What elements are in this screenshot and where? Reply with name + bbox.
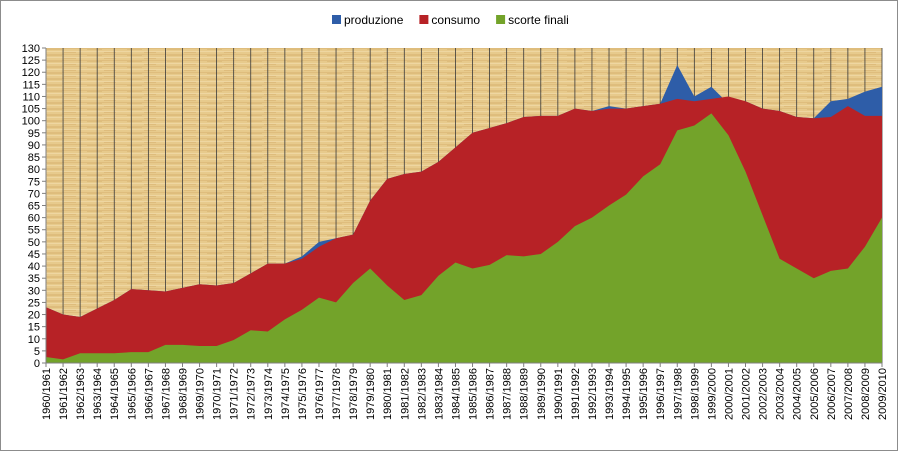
x-tick-label: 1988/1989 [519,368,531,420]
y-tick-label: 120 [22,67,40,79]
area-scorte-finali [46,113,882,363]
x-tick-label: 1977/1978 [331,368,343,420]
x-tick-label: 1979/1980 [365,368,377,420]
x-tick-label: 2006/2007 [826,368,838,420]
x-tick-label: 2009/2010 [877,368,889,420]
x-tick-label: 2004/2005 [792,368,804,420]
x-tick-label: 1975/1976 [297,368,309,420]
x-tick-label: 1981/1982 [399,368,411,420]
legend-swatch [496,15,506,24]
x-tick-label: 1989/1990 [536,368,548,420]
x-tick-label: 1972/1973 [246,368,258,420]
x-tick-label: 1993/1994 [604,368,616,420]
x-tick-label: 1962/1963 [75,368,87,420]
y-tick-label: 95 [28,128,40,140]
x-tick-label: 1990/1991 [553,368,565,420]
x-tick-label: 1992/1993 [587,368,599,420]
x-tick-label: 1984/1985 [450,368,462,420]
x-tick-label: 2001/2002 [741,368,753,420]
y-tick-label: 50 [28,237,40,249]
x-tick-label: 2007/2008 [843,368,855,420]
y-tick-label: 110 [22,91,40,103]
x-tick-label: 1971/1972 [229,368,241,420]
y-tick-label: 60 [28,213,40,225]
legend-label: produzione [344,13,404,27]
x-tick-label: 1997/1998 [672,368,684,420]
x-tick-label: 1980/1981 [382,368,394,420]
x-tick-label: 1985/1986 [468,368,480,420]
x-tick-label: 1987/1988 [502,368,514,420]
x-tick-label: 1961/1962 [58,368,70,420]
x-tick-label: 1973/1974 [263,368,275,420]
y-tick-label: 20 [28,310,40,322]
x-tick-label: 1968/1969 [177,368,189,420]
x-tick-label: 1999/2000 [706,368,718,420]
legend-label: consumo [431,13,480,27]
x-tick-label: 2005/2006 [809,368,821,420]
y-tick-label: 90 [28,140,40,152]
legend: produzione consumo scorte finali [332,13,569,27]
x-tick-label: 1963/1964 [92,368,104,420]
y-tick-label: 75 [28,176,40,188]
y-tick-label: 65 [28,201,40,213]
plot-area: 0510152025303540455055606570758085909510… [22,43,889,420]
x-tick-label: 1967/1968 [160,368,172,420]
y-tick-label: 25 [28,297,40,309]
x-tick-label: 2002/2003 [758,368,770,420]
x-tick-label: 1969/1970 [195,368,207,420]
x-tick-label: 1983/1984 [433,368,445,420]
y-tick-label: 85 [28,152,40,164]
y-tick-label: 45 [28,249,40,261]
y-tick-label: 15 [28,322,40,334]
x-tick-label: 1991/1992 [570,368,582,420]
x-tick-label: 2000/2001 [723,368,735,420]
y-tick-label: 115 [22,79,40,91]
y-tick-label: 40 [28,261,40,273]
y-tick-label: 70 [28,188,40,200]
x-tick-label: 1960/1961 [41,368,53,420]
y-tick-label: 105 [22,104,40,116]
y-tick-label: 55 [28,225,40,237]
x-tick-label: 1976/1977 [314,368,326,420]
y-tick-label: 80 [28,164,40,176]
x-tick-label: 2008/2009 [860,368,872,420]
x-tick-label: 1974/1975 [280,368,292,420]
x-tick-label: 1978/1979 [348,368,360,420]
legend-swatch [332,15,341,24]
y-tick-label: 0 [34,358,40,370]
legend-label: scorte finali [508,13,569,27]
x-tick-label: 2003/2004 [775,368,787,420]
y-tick-label: 30 [28,285,40,297]
y-tick-label: 100 [22,116,40,128]
x-tick-label: 1970/1971 [212,368,224,420]
x-tick-label: 1998/1999 [689,368,701,420]
x-tick-label: 1986/1987 [485,368,497,420]
x-tick-label: 1995/1996 [638,368,650,420]
x-tick-label: 1966/1967 [143,368,155,420]
x-tick-label: 1982/1983 [416,368,428,420]
y-tick-label: 130 [22,43,40,55]
x-tick-label: 1996/1997 [655,368,667,420]
y-tick-label: 35 [28,273,40,285]
y-tick-label: 125 [22,55,40,67]
y-tick-label: 5 [34,346,40,358]
x-tick-label: 1964/1965 [109,368,121,420]
y-tick-label: 10 [28,334,40,346]
x-tick-label: 1965/1966 [126,368,138,420]
x-tick-label: 1994/1995 [621,368,633,420]
legend-swatch [419,15,429,24]
